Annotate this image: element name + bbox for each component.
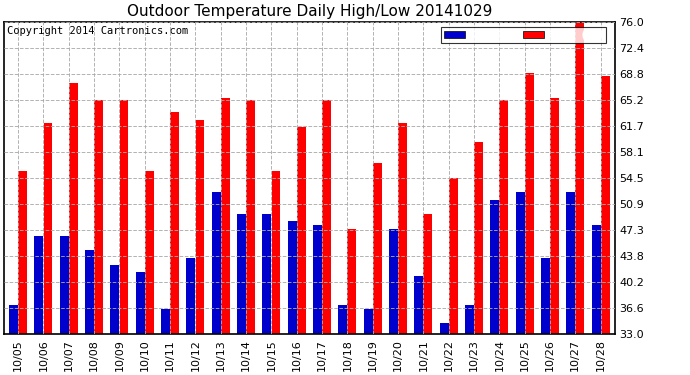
Bar xyxy=(297,127,306,334)
Bar xyxy=(85,251,94,334)
Bar xyxy=(60,236,68,334)
Bar xyxy=(500,100,509,334)
Bar xyxy=(373,164,382,334)
Bar xyxy=(550,98,559,334)
Bar xyxy=(69,84,78,334)
Bar xyxy=(364,309,373,334)
Bar xyxy=(110,265,119,334)
Bar xyxy=(271,171,280,334)
Title: Outdoor Temperature Daily High/Low 20141029: Outdoor Temperature Daily High/Low 20141… xyxy=(127,4,492,19)
Bar xyxy=(18,171,27,334)
Text: Copyright 2014 Cartronics.com: Copyright 2014 Cartronics.com xyxy=(7,26,188,36)
Bar xyxy=(348,229,356,334)
Bar xyxy=(415,276,423,334)
Bar xyxy=(237,214,246,334)
Bar xyxy=(246,100,255,334)
Bar xyxy=(474,141,483,334)
Bar xyxy=(448,178,457,334)
Bar xyxy=(389,229,398,334)
Bar xyxy=(161,309,170,334)
Bar xyxy=(601,76,610,334)
Bar xyxy=(338,305,347,334)
Bar xyxy=(440,323,449,334)
Bar xyxy=(322,100,331,334)
Bar xyxy=(313,225,322,334)
Bar xyxy=(566,192,575,334)
Bar xyxy=(170,112,179,334)
Bar xyxy=(43,123,52,334)
Bar xyxy=(221,98,230,334)
Bar xyxy=(575,22,584,334)
Bar xyxy=(119,100,128,334)
Legend: Low  (°F), High  (°F): Low (°F), High (°F) xyxy=(442,27,607,43)
Bar xyxy=(525,72,533,334)
Bar xyxy=(186,258,195,334)
Bar xyxy=(541,258,550,334)
Bar xyxy=(491,200,499,334)
Bar xyxy=(424,214,433,334)
Bar xyxy=(195,120,204,334)
Bar xyxy=(34,236,43,334)
Bar xyxy=(465,305,474,334)
Bar xyxy=(262,214,271,334)
Bar xyxy=(288,221,297,334)
Bar xyxy=(95,100,103,334)
Bar xyxy=(591,225,600,334)
Bar xyxy=(212,192,221,334)
Bar xyxy=(398,123,407,334)
Bar xyxy=(515,192,524,334)
Bar xyxy=(136,272,145,334)
Bar xyxy=(145,171,154,334)
Bar xyxy=(9,305,18,334)
